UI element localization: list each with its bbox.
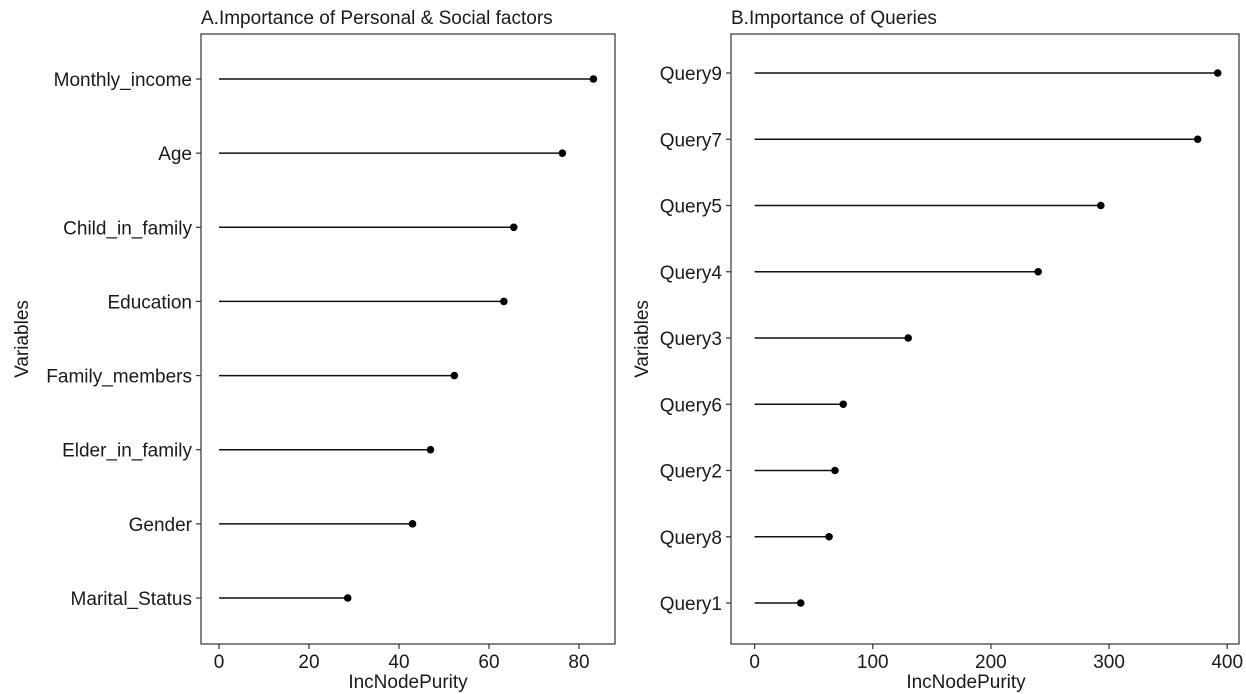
panel-b-lollipop-point (1213, 69, 1222, 77)
panel-a-lollipop-point (500, 297, 508, 306)
panel-a-x-tick-label: 40 (388, 652, 409, 673)
panel-a-y-axis-title: Variables (12, 300, 33, 378)
panel-a-lollipop-point (558, 149, 567, 157)
panel-b-y-tick-label: Query7 (660, 130, 722, 151)
panel-b-lollipop-point (839, 400, 848, 409)
panel-b-lollipop-point (1193, 135, 1202, 144)
panel-a-y-tick-label: Monthly_income (54, 70, 192, 91)
panel-a-y-tick-label: Marital_Status (71, 589, 192, 610)
panel-a-y-tick-label: Gender (129, 515, 193, 536)
panel-a-lollipop-point (343, 594, 352, 602)
panel-a-lollipop-point (509, 223, 518, 232)
panel-b-marks: Query9 Query7 Query5 Query4 Query3 Query6 Quer… (660, 64, 1243, 673)
panel-b-x-tick-label: 0 (749, 652, 760, 673)
panel-b-y-tick-label: Query9 (660, 64, 722, 85)
panel-b-y-axis-title: Variables (632, 300, 653, 378)
panel-b-y-tick-label: Query2 (660, 462, 722, 483)
panel-b-y-tick-label: Query1 (660, 594, 722, 615)
panel-b-x-axis-title: IncNodePurity (906, 672, 1026, 693)
panel-a-lollipop-point (450, 371, 459, 380)
panel-b-lollipop-point (825, 532, 833, 541)
panel-a-lollipop-point (408, 520, 417, 528)
panel-a-y-tick-label: Family_members (46, 367, 192, 388)
panel-a-x-axis-title: IncNodePurity (348, 672, 468, 693)
panel-b-lollipop-point (796, 599, 805, 607)
panel-a-x-tick-label: 20 (298, 652, 319, 673)
panel-b-title: B.Importance of Queries (731, 8, 937, 29)
panel-a-y-tick-label: Education (107, 292, 192, 313)
panel-a-x-tick-label: 0 (214, 652, 225, 673)
panel-b-x-tick-label: 300 (1093, 652, 1125, 673)
panel-b-x-tick-label: 200 (975, 652, 1007, 673)
panel-b-y-tick-label: Query5 (660, 197, 722, 218)
panel-a-lollipop-point (426, 445, 435, 454)
panel-a-x-tick-label: 60 (478, 652, 499, 673)
panel-b-lollipop-point (1096, 201, 1105, 210)
panel-b-lollipop-point (1034, 267, 1042, 276)
panel-b-y-tick-label: Query4 (660, 263, 723, 284)
panel-b-lollipop-point (831, 466, 839, 475)
panel-b-x-tick-label: 400 (1211, 652, 1243, 673)
panel-b-y-tick-label: Query6 (660, 395, 722, 416)
panel-a-y-tick-label: Age (158, 144, 192, 165)
panel-a-frame (200, 33, 616, 645)
panel-a-y-tick-label: Child_in_family (63, 218, 192, 239)
panel-personal-social-factors: A.Importance of Personal & Social factor… (12, 8, 616, 693)
panel-a-y-tick-label: Elder_in_family (62, 441, 192, 462)
panel-a-x-tick-label: 80 (568, 652, 589, 673)
panel-b-y-tick-label: Query8 (660, 528, 722, 549)
panel-a-marks: Monthly_income Age Child_in_family Educatio… (46, 70, 598, 673)
panel-a-lollipop-point (589, 75, 598, 83)
panel-queries: B.Importance of Queries Query9Query7Quer… (632, 8, 1243, 693)
panel-a-title: A.Importance of Personal & Social factor… (201, 8, 553, 29)
panel-b-frame (730, 33, 1240, 645)
panel-b-x-tick-label: 100 (857, 652, 889, 673)
panel-b-y-tick-label: Query3 (660, 329, 722, 350)
panel-b-lollipop-point (904, 334, 913, 342)
